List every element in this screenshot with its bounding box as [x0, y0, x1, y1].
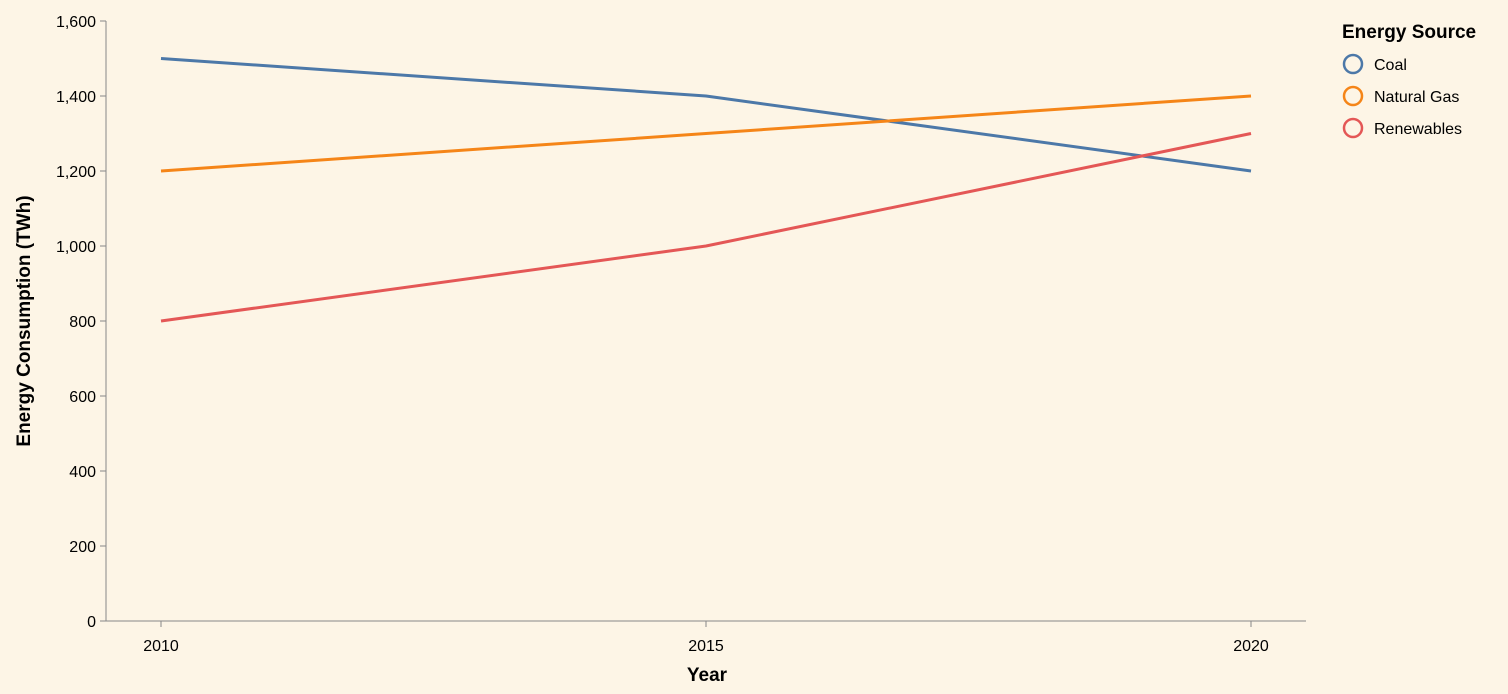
legend-symbol: [1342, 53, 1364, 75]
series-line-coal: [160, 57, 1252, 173]
y-tick-label: 1,600: [56, 14, 96, 31]
x-tick-label: 2015: [688, 638, 724, 655]
x-axis-title: Year: [687, 665, 728, 686]
y-tick-label: 1,400: [56, 89, 96, 106]
series-lines: [160, 57, 1252, 323]
legend-symbol: [1342, 117, 1364, 139]
y-tick-label: 1,200: [56, 164, 96, 181]
legend-title: Energy Source: [1342, 22, 1476, 43]
legend-item-coal: Coal: [1342, 53, 1407, 75]
legend-label: Renewables: [1374, 121, 1462, 138]
x-tick-label: 2020: [1233, 638, 1269, 655]
legend-item-natural-gas: Natural Gas: [1342, 85, 1459, 107]
legend-item-renewables: Renewables: [1342, 117, 1462, 139]
y-tick-label: 400: [69, 464, 96, 481]
series-line-renewables: [160, 132, 1252, 323]
legend-label: Natural Gas: [1374, 89, 1459, 106]
legend: Energy Source Coal Natural Gas Renewables: [1342, 22, 1476, 139]
legend-symbol: [1342, 85, 1364, 107]
y-tick-label: 200: [69, 539, 96, 556]
y-tick-label: 1,000: [56, 239, 96, 256]
x-tick-label: 2010: [143, 638, 179, 655]
legend-items: Coal Natural Gas Renewables: [1342, 53, 1462, 139]
y-axis-ticks: 0 200 400 600 800 1,000 1,200 1,400 1,600: [56, 14, 106, 631]
y-tick-label: 0: [87, 614, 96, 631]
series-line-natural-gas: [160, 94, 1252, 173]
x-axis-ticks: 2010 2015 2020: [143, 621, 1269, 655]
y-tick-label: 600: [69, 389, 96, 406]
y-axis-title: Energy Consumption (TWh): [14, 195, 35, 446]
legend-label: Coal: [1374, 57, 1407, 74]
y-tick-label: 800: [69, 314, 96, 331]
